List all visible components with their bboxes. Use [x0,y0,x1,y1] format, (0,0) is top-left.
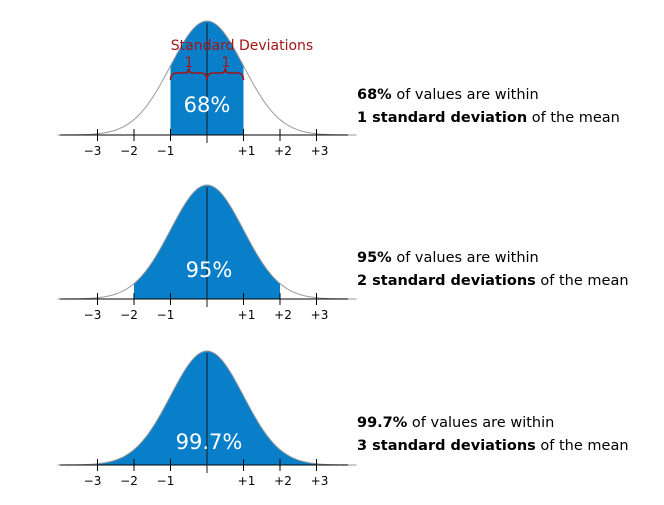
sd-annotation-title: Standard Deviations [171,38,313,54]
right-brace-icon [206,67,245,81]
tick-label: +1 [238,474,256,488]
tick-label: +2 [274,308,292,322]
percent-label: 99.7% [176,430,243,454]
tick-label: −3 [84,474,102,488]
bell-curve-3sd [57,350,357,466]
tick-marks: −3 −2 −1 +1 +2 +3 [84,459,329,488]
caption-1sd: 68% of values are within 1 standard devi… [357,84,620,130]
left-brace-icon [169,67,208,81]
tick-label: +3 [311,144,329,158]
panel-3sd: −3 −2 −1 +1 +2 +3 99.7% [57,350,357,488]
tick-marks: −3 −2 −1 +1 +2 +3 [84,293,329,322]
tick-label: +1 [238,144,256,158]
tick-label: −2 [120,144,138,158]
tick-label: +1 [238,308,256,322]
tick-label: −3 [84,144,102,158]
caption-line-1: 99.7% of values are within [357,415,555,431]
tick-label: −3 [84,308,102,322]
caption-line-1: 68% of values are within [357,87,539,103]
panel-2sd: −3 −2 −1 +1 +2 +3 95% [57,184,357,322]
caption-line-1: 95% of values are within [357,250,539,266]
tick-label: −1 [157,474,175,488]
tick-label: −1 [157,144,175,158]
tick-label: −1 [157,308,175,322]
tick-label: +2 [274,144,292,158]
caption-line-2: 2 standard deviations of the mean [357,273,629,289]
percent-label: 95% [186,258,233,282]
sd-left-label: 1 [185,55,194,71]
tick-marks: −3 −2 −1 +1 +2 +3 [84,129,329,158]
panel-1sd: −3 −2 −1 +1 +2 +3 68% Standard Deviations 1 1 [57,20,357,158]
tick-label: −2 [120,474,138,488]
caption-3sd: 99.7% of values are within 3 standard de… [357,412,629,458]
tick-label: +3 [311,474,329,488]
caption-2sd: 95% of values are within 2 standard devi… [357,247,629,293]
percent-label: 68% [184,93,231,117]
tick-label: +3 [311,308,329,322]
caption-line-2: 1 standard deviation of the mean [357,110,620,126]
caption-line-2: 3 standard deviations of the mean [357,438,629,454]
tick-label: +2 [274,474,292,488]
sd-right-label: 1 [222,55,231,71]
bell-curve-2sd [57,184,357,300]
bell-curve-1sd [57,20,357,136]
tick-label: −2 [120,308,138,322]
